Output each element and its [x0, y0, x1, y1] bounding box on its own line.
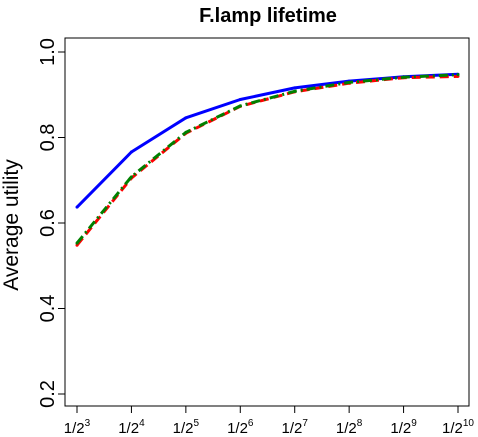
y-tick-label: 1.0	[37, 38, 59, 66]
series-1-point	[238, 97, 242, 101]
series-3-point	[402, 75, 406, 79]
series-3-point	[184, 130, 188, 134]
y-tick-label: 0.4	[37, 295, 59, 323]
series-1-point	[75, 205, 79, 209]
x-tick-label: 1/25	[173, 418, 200, 437]
series-2-point	[75, 243, 79, 247]
y-axis-label: Average utility	[0, 159, 23, 291]
x-tick-label: 1/28	[336, 418, 363, 437]
y-tick-label: 0.8	[37, 124, 59, 152]
series-1-point	[184, 116, 188, 120]
series-3-point	[238, 104, 242, 108]
series-3-point	[293, 89, 297, 93]
y-tick-label: 0.2	[37, 380, 59, 408]
series-line-2	[75, 74, 459, 247]
x-tick-label: 1/24	[118, 418, 145, 437]
series-line-3	[75, 73, 459, 245]
series-line-1	[75, 72, 459, 209]
series-3-point	[129, 175, 133, 179]
x-tick-label: 1/210	[442, 418, 474, 437]
series-1-point	[129, 150, 133, 154]
chart-title: F.lamp lifetime	[199, 5, 337, 27]
series-3-point	[456, 73, 460, 77]
x-tick-label: 1/27	[282, 418, 309, 437]
series-layer	[75, 72, 460, 247]
series-3-point	[75, 241, 79, 245]
series-3-point	[347, 80, 351, 84]
x-tick-label: 1/23	[64, 418, 91, 437]
x-tick-label: 1/29	[390, 418, 417, 437]
series-1-point	[293, 86, 297, 90]
x-tick-label: 1/26	[227, 418, 254, 437]
axes: 0.2 0.4 0.6 0.8 1.0 1/23 1/24 1/25 1/26 1/27 1/28 1…	[37, 38, 474, 437]
y-tick-label: 0.6	[37, 209, 59, 237]
